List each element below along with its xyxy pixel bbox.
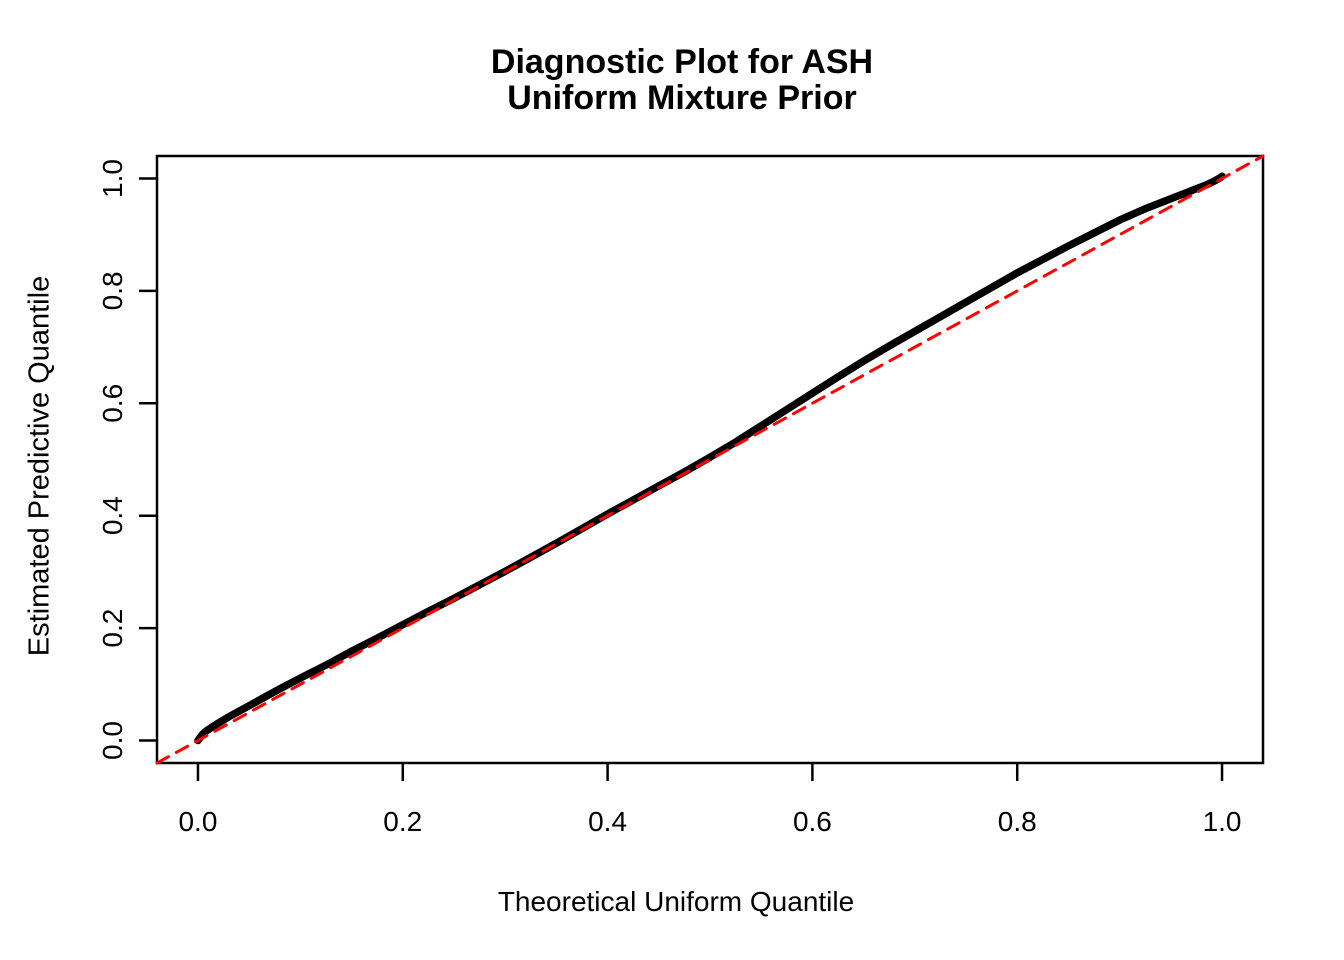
x-tick-label: 0.8 bbox=[998, 806, 1037, 837]
identity-reference-line bbox=[155, 154, 1265, 765]
x-tick-label: 0.4 bbox=[588, 806, 627, 837]
chart-title-line1: Diagnostic Plot for ASH bbox=[490, 43, 874, 81]
y-tick-label: 0.4 bbox=[97, 496, 128, 535]
x-tick-label: 0.0 bbox=[178, 806, 217, 837]
y-tick-label: 0.8 bbox=[97, 271, 128, 310]
x-axis-title: Theoretical Uniform Quantile bbox=[497, 886, 855, 917]
y-axis-title: Estimated Predictive Quantile bbox=[23, 275, 56, 657]
x-tick-label: 0.6 bbox=[793, 806, 832, 837]
x-tick-label: 0.2 bbox=[383, 806, 422, 837]
y-tick-label: 1.0 bbox=[97, 159, 128, 198]
x-tick-label: 1.0 bbox=[1203, 806, 1242, 837]
y-tick-label: 0.6 bbox=[97, 384, 128, 423]
chart-title: Diagnostic Plot for ASH Uniform Mixture … bbox=[491, 44, 873, 116]
y-tick-label: 0.0 bbox=[97, 721, 128, 760]
axis-box bbox=[155, 154, 1265, 765]
chart-title-line2: Uniform Mixture Prior bbox=[507, 79, 857, 117]
y-tick-label: 0.2 bbox=[97, 609, 128, 648]
